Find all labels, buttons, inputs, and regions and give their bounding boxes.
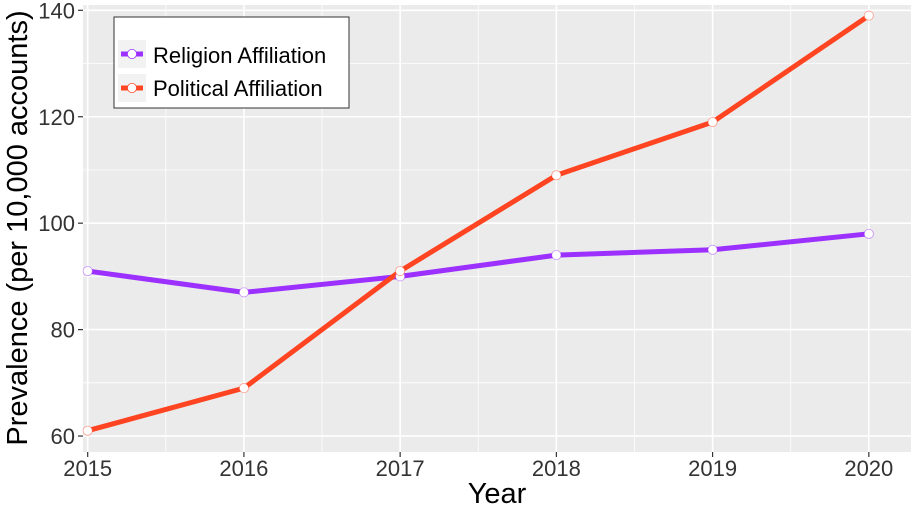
major-gridlines	[83, 5, 911, 452]
series-line-political	[85, 13, 872, 434]
data-point-political	[707, 117, 718, 128]
x-tick-label: 2015	[63, 456, 112, 481]
data-point-political	[395, 266, 406, 277]
data-point-political	[551, 170, 562, 181]
data-point-political	[238, 383, 249, 394]
data-point-political	[82, 425, 93, 436]
data-point-religion	[707, 244, 718, 255]
y-tick-label: 80	[51, 318, 75, 343]
data-point-religion	[238, 287, 249, 298]
x-tick-label: 2017	[376, 456, 425, 481]
x-axis: 2015 2016 2017 2018 2019 2020	[63, 452, 893, 481]
series-line-religion	[85, 231, 872, 295]
legend: Religion Affiliation Political Affiliati…	[113, 16, 350, 109]
y-tick-label: 60	[51, 424, 75, 449]
legend-key-point-political	[127, 83, 138, 94]
x-axis-title: Year	[468, 478, 527, 510]
x-tick-label: 2018	[532, 456, 581, 481]
series-layer	[82, 10, 874, 436]
legend-box	[113, 16, 350, 109]
y-axis: 60 80 100 120 140	[38, 0, 83, 449]
data-point-religion	[551, 250, 562, 261]
legend-key-point-religion	[127, 49, 138, 60]
legend-label-religion: Religion Affiliation	[153, 43, 326, 68]
x-tick-label: 2020	[844, 456, 893, 481]
data-point-religion	[863, 228, 874, 239]
data-point-political	[863, 10, 874, 21]
y-axis-title: Prevalence (per 10,000 accounts)	[2, 10, 34, 445]
data-point-religion	[82, 266, 93, 277]
legend-label-political: Political Affiliation	[153, 76, 323, 101]
x-tick-label: 2016	[219, 456, 268, 481]
y-tick-label: 140	[38, 0, 75, 23]
y-tick-label: 100	[38, 211, 75, 236]
x-tick-label: 2019	[688, 456, 737, 481]
y-tick-label: 120	[38, 105, 75, 130]
